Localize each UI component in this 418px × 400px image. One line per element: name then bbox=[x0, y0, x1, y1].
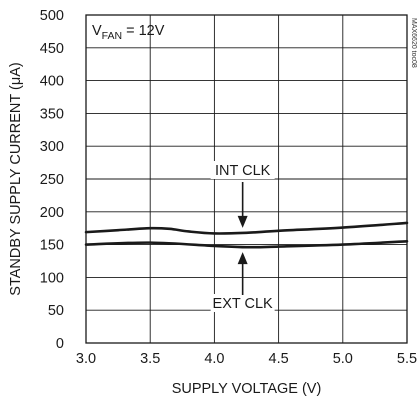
x-tick-label: 3.0 bbox=[76, 351, 96, 367]
y-tick-label: 400 bbox=[40, 74, 64, 90]
annotations-layer: INT CLK EXT CLK bbox=[210, 161, 275, 312]
annotation-arrow-head-ext-clk bbox=[237, 252, 248, 265]
annotation-label-int-clk: INT CLK bbox=[215, 163, 271, 179]
y-tick-label: 100 bbox=[40, 270, 64, 286]
y-tick-label: 200 bbox=[40, 205, 64, 221]
x-tick-label: 4.5 bbox=[269, 351, 289, 367]
annotation-bg-int-clk bbox=[210, 161, 275, 179]
y-axis-title: STANDBY SUPPLY CURRENT (μA) bbox=[8, 62, 24, 295]
series-line-int-clk bbox=[84, 221, 409, 235]
y-tick-label: 300 bbox=[40, 139, 64, 155]
plot-frame bbox=[85, 14, 408, 344]
condition-subscript: FAN bbox=[102, 30, 122, 42]
x-tick-label: 5.5 bbox=[397, 351, 417, 367]
figure-code: MAX6620 toc08 bbox=[410, 18, 417, 68]
x-tick-label: 3.5 bbox=[140, 351, 160, 367]
x-tick-label: 5.0 bbox=[333, 351, 353, 367]
y-tick-label: 250 bbox=[40, 172, 64, 188]
y-tick-label: 500 bbox=[40, 8, 64, 24]
x-tick-label: 4.0 bbox=[204, 351, 224, 367]
x-axis-title: SUPPLY VOLTAGE (V) bbox=[172, 381, 322, 397]
annotation-label-ext-clk: EXT CLK bbox=[213, 296, 274, 312]
y-tick-label: 450 bbox=[40, 41, 64, 57]
condition-label: VFAN = 12V bbox=[92, 23, 165, 42]
y-tick-label: 150 bbox=[40, 238, 64, 254]
annotation-arrow-head-int-clk bbox=[237, 215, 248, 228]
y-tick-label: 50 bbox=[48, 303, 64, 319]
condition-suffix: = 12V bbox=[122, 23, 165, 39]
annotation-bg-ext-clk bbox=[210, 294, 275, 312]
y-tick-label: 350 bbox=[40, 106, 64, 122]
series-layer bbox=[84, 221, 409, 249]
tick-labels: 3.0 3.5 4.0 4.5 5.0 5.5 0 50 100 150 200 250 300 350 4… bbox=[40, 8, 417, 367]
y-tick-label: 0 bbox=[56, 336, 64, 352]
series-line-ext-clk bbox=[84, 240, 409, 249]
condition-prefix: V bbox=[92, 23, 102, 39]
condition-text: VFAN = 12V bbox=[92, 23, 165, 42]
